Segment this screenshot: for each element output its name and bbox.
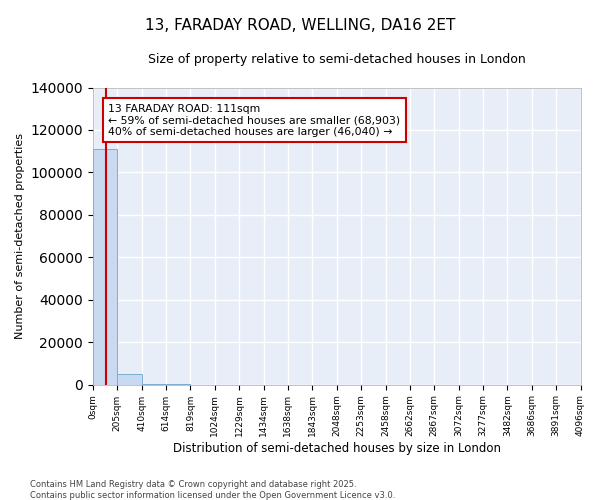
- Text: 13 FARADAY ROAD: 111sqm
← 59% of semi-detached houses are smaller (68,903)
40% o: 13 FARADAY ROAD: 111sqm ← 59% of semi-de…: [109, 104, 401, 137]
- Bar: [118, 374, 142, 384]
- Bar: [93, 149, 118, 384]
- Title: Size of property relative to semi-detached houses in London: Size of property relative to semi-detach…: [148, 52, 526, 66]
- X-axis label: Distribution of semi-detached houses by size in London: Distribution of semi-detached houses by …: [173, 442, 501, 455]
- Text: 13, FARADAY ROAD, WELLING, DA16 2ET: 13, FARADAY ROAD, WELLING, DA16 2ET: [145, 18, 455, 32]
- Y-axis label: Number of semi-detached properties: Number of semi-detached properties: [15, 133, 25, 339]
- Text: Contains HM Land Registry data © Crown copyright and database right 2025.
Contai: Contains HM Land Registry data © Crown c…: [30, 480, 395, 500]
